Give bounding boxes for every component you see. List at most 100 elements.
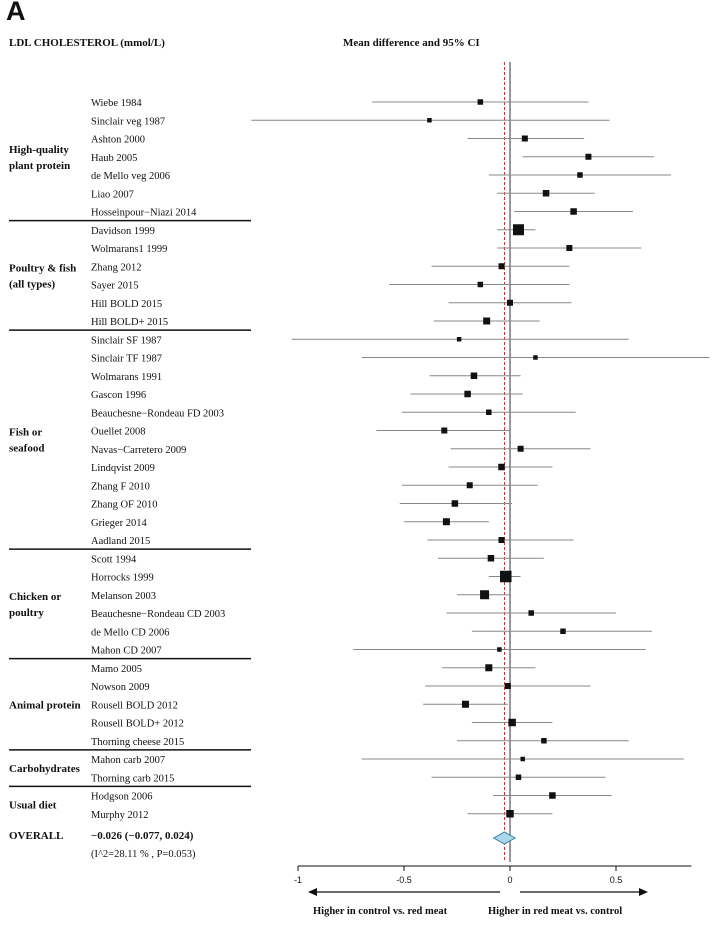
point-estimate — [480, 590, 490, 600]
group-label: Fish or — [9, 427, 42, 439]
study-name: Beauchesne−Rondeau FD 2003 — [91, 408, 224, 419]
study-name: Lindqvist 2009 — [91, 463, 155, 474]
study-name: Mahon carb 2007 — [91, 755, 165, 766]
point-estimate — [512, 224, 524, 236]
chart-title: LDL CHOLESTEROL (mmol/L) — [9, 37, 165, 49]
point-estimate — [517, 445, 524, 452]
study-name: de Mello CD 2006 — [91, 627, 169, 638]
study-name: Zhang F 2010 — [91, 481, 150, 492]
overall-diamond — [492, 831, 517, 845]
point-estimate — [477, 281, 484, 288]
study-name: Zhang OF 2010 — [91, 500, 158, 511]
study-name: Hill BOLD+ 2015 — [91, 317, 168, 328]
x-label-right: Higher in red meat vs. control — [488, 906, 623, 917]
group-label: (all types) — [9, 278, 55, 290]
study-name: Grieger 2014 — [91, 518, 147, 529]
study-name: Murphy 2012 — [91, 810, 148, 821]
point-estimate — [464, 390, 471, 398]
point-estimate — [566, 245, 573, 251]
point-estimate — [466, 482, 473, 489]
x-tick-label: 0 — [507, 875, 512, 885]
x-tick-label: -1 — [294, 875, 302, 885]
study-name: Navas−Carretero 2009 — [91, 445, 186, 456]
study-name: Gascon 1996 — [91, 390, 146, 401]
point-estimate — [477, 99, 484, 105]
overall-label: OVERALL — [9, 830, 64, 842]
group-label: Animal protein — [9, 699, 81, 711]
group-label: plant protein — [9, 160, 70, 172]
study-name: Thorning cheese 2015 — [91, 737, 184, 748]
study-name: Hosseinpour−Niazi 2014 — [91, 208, 197, 219]
point-estimate — [507, 299, 513, 306]
study-name: Hodgson 2006 — [91, 792, 153, 803]
study-name: Hill BOLD 2015 — [91, 299, 162, 310]
study-name: Horrocks 1999 — [91, 573, 154, 584]
study-name: Mahon CD 2007 — [91, 646, 162, 657]
study-name: Melanson 2003 — [91, 591, 156, 602]
x-label-left: Higher in control vs. red meat — [313, 906, 448, 917]
group-label: seafood — [9, 443, 44, 455]
point-estimate — [441, 427, 448, 434]
study-name: Sinclair TF 1987 — [91, 354, 162, 365]
group-label: Usual diet — [9, 800, 57, 812]
point-estimate — [541, 738, 547, 744]
study-name: Sinclair SF 1987 — [91, 335, 162, 346]
study-name: Wolmarans1 1999 — [91, 244, 167, 255]
x-tick-label: 0.5 — [610, 875, 623, 885]
study-name: Sinclair veg 1987 — [91, 116, 165, 127]
point-estimate — [515, 774, 522, 780]
point-estimate — [508, 718, 516, 727]
point-estimate — [533, 355, 538, 360]
study-name: Rousell BOLD 2012 — [91, 700, 178, 711]
group-label: Chicken or — [9, 591, 61, 603]
point-estimate — [500, 570, 512, 583]
study-name: Beauchesne−Rondeau CD 2003 — [91, 609, 225, 620]
point-estimate — [456, 337, 462, 342]
group-label: High-quality — [9, 144, 69, 156]
point-estimate — [504, 683, 511, 689]
group-label: Carbohydrates — [9, 763, 81, 775]
group-label: poultry — [9, 607, 44, 619]
study-name: Rousell BOLD+ 2012 — [91, 719, 184, 730]
point-estimate — [585, 153, 592, 160]
point-estimate — [470, 372, 478, 379]
study-name: Ouellet 2008 — [91, 427, 146, 438]
study-name: Liao 2007 — [91, 189, 134, 200]
study-name: Nowson 2009 — [91, 682, 150, 693]
point-estimate — [560, 628, 566, 634]
chart-subtitle: Mean difference and 95% CI — [343, 37, 480, 49]
left-arrow-head — [308, 888, 317, 896]
study-name: Mamo 2005 — [91, 664, 142, 675]
point-estimate — [570, 208, 577, 215]
point-estimate — [520, 756, 525, 762]
point-estimate — [577, 172, 583, 178]
point-estimate — [442, 518, 450, 526]
study-name: Wolmarans 1991 — [91, 372, 162, 383]
point-estimate — [498, 537, 505, 543]
point-estimate — [521, 135, 528, 142]
study-name: Haub 2005 — [91, 153, 137, 164]
study-name: Sayer 2015 — [91, 281, 139, 292]
panel-letter: A — [6, 0, 26, 26]
study-name: Thorning carb 2015 — [91, 773, 174, 784]
point-estimate — [485, 664, 493, 672]
point-estimate — [483, 317, 491, 325]
point-estimate — [497, 647, 502, 652]
study-name: Scott 1994 — [91, 554, 137, 565]
overall-estimate: −0.026 (−0.077, 0.024) — [91, 830, 194, 842]
study-name: de Mello veg 2006 — [91, 171, 170, 182]
study-name: Ashton 2000 — [91, 135, 145, 146]
point-estimate — [461, 700, 469, 708]
point-estimate — [451, 500, 459, 507]
study-name: Zhang 2012 — [91, 262, 141, 273]
study-name: Davidson 1999 — [91, 226, 155, 237]
point-estimate — [427, 118, 432, 123]
group-label: Poultry & fish — [9, 262, 76, 274]
overall-heterogeneity: (I^2=28.11 % , P=0.053) — [91, 849, 196, 860]
point-estimate — [506, 810, 514, 818]
point-estimate — [486, 409, 492, 415]
study-name: Wiebe 1984 — [91, 98, 142, 109]
x-tick-label: -0.5 — [396, 875, 412, 885]
point-estimate — [528, 610, 534, 616]
study-name: Aadland 2015 — [91, 536, 150, 547]
